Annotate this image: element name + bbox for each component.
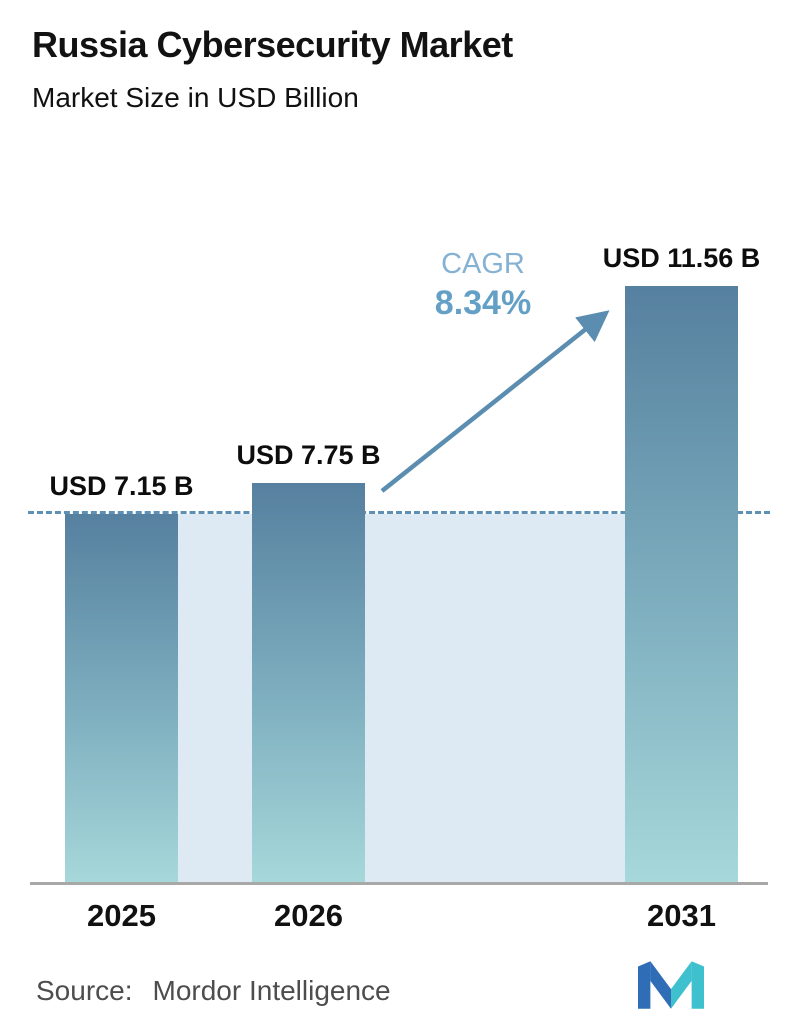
value-label-2026: USD 7.75 B bbox=[236, 440, 381, 470]
x-label-2031: 2031 bbox=[647, 898, 716, 933]
value-label-2031: USD 11.56 B bbox=[602, 243, 761, 273]
x-axis-line bbox=[30, 882, 768, 885]
chart-subtitle: Market Size in USD Billion bbox=[32, 82, 359, 113]
source-label: Source: bbox=[36, 975, 133, 1006]
bar-2026 bbox=[252, 483, 365, 884]
cagr-callout: CAGR 8.34% bbox=[398, 246, 568, 325]
x-label-2026: 2026 bbox=[274, 898, 343, 933]
chart-title: Russia Cybersecurity Market bbox=[32, 24, 513, 65]
bar-2031 bbox=[625, 286, 738, 884]
cagr-label: CAGR bbox=[441, 248, 525, 280]
value-label-2025: USD 7.15 B bbox=[49, 471, 194, 501]
source-row: Source: Mordor Intelligence bbox=[36, 975, 391, 1007]
source-value: Mordor Intelligence bbox=[152, 975, 391, 1006]
x-label-2025: 2025 bbox=[87, 898, 156, 933]
mordor-intelligence-logo-icon bbox=[638, 961, 704, 1009]
baseline-dashed-line bbox=[28, 511, 770, 514]
bar-2025 bbox=[65, 514, 178, 884]
cagr-value: 8.34% bbox=[434, 284, 532, 323]
